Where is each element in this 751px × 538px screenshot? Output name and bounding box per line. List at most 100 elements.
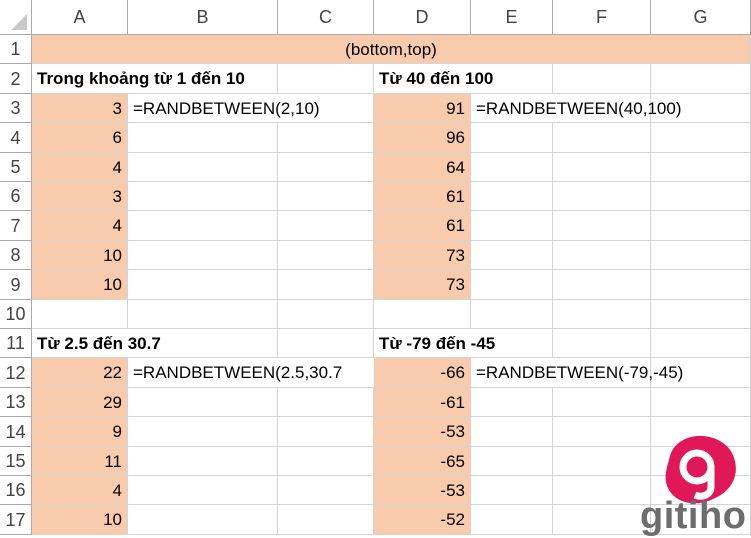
row-header-3[interactable]: 3 bbox=[0, 94, 32, 123]
cell-C3[interactable] bbox=[278, 94, 374, 123]
cell-C6[interactable] bbox=[278, 182, 374, 211]
cell-F10[interactable] bbox=[553, 300, 651, 329]
cell-D13[interactable]: -61 bbox=[374, 388, 471, 417]
cell-F4[interactable] bbox=[553, 123, 651, 153]
column-header-G[interactable]: G bbox=[651, 0, 751, 35]
cell-C14[interactable] bbox=[278, 417, 374, 447]
cell-E9[interactable] bbox=[471, 270, 553, 300]
row-header-10[interactable]: 10 bbox=[0, 300, 32, 329]
row-header-15[interactable]: 15 bbox=[0, 447, 32, 476]
cell-A12[interactable]: 22 bbox=[32, 358, 128, 388]
cell-F16[interactable] bbox=[553, 476, 651, 505]
cell-B7[interactable] bbox=[128, 211, 278, 241]
cell-A8[interactable]: 10 bbox=[32, 241, 128, 270]
row-header-11[interactable]: 11 bbox=[0, 329, 32, 358]
row-header-6[interactable]: 6 bbox=[0, 182, 32, 211]
cell-G11[interactable] bbox=[651, 329, 751, 358]
cell-D5[interactable]: 64 bbox=[374, 153, 471, 182]
cell-C11[interactable] bbox=[278, 329, 374, 358]
cell-C15[interactable] bbox=[278, 447, 374, 476]
cell-E11[interactable] bbox=[471, 329, 553, 358]
cell-C17[interactable] bbox=[278, 505, 374, 535]
cell-C4[interactable] bbox=[278, 123, 374, 153]
cell-E15[interactable] bbox=[471, 447, 553, 476]
cell-F13[interactable] bbox=[553, 388, 651, 417]
cell-E7[interactable] bbox=[471, 211, 553, 241]
column-header-C[interactable]: C bbox=[278, 0, 374, 35]
cell-B6[interactable] bbox=[128, 182, 278, 211]
row-header-7[interactable]: 7 bbox=[0, 211, 32, 241]
column-header-B[interactable]: B bbox=[128, 0, 278, 35]
column-header-E[interactable]: E bbox=[471, 0, 553, 35]
cell-F12[interactable] bbox=[553, 358, 651, 388]
cell-F9[interactable] bbox=[553, 270, 651, 300]
cell-C7[interactable] bbox=[278, 211, 374, 241]
cell-C10[interactable] bbox=[278, 300, 374, 329]
row-header-12[interactable]: 12 bbox=[0, 358, 32, 388]
cell-F11[interactable] bbox=[553, 329, 651, 358]
cell-B17[interactable] bbox=[128, 505, 278, 535]
cell-D9[interactable]: 73 bbox=[374, 270, 471, 300]
cell-A10[interactable] bbox=[32, 300, 128, 329]
cell-B14[interactable] bbox=[128, 417, 278, 447]
cell-C13[interactable] bbox=[278, 388, 374, 417]
row-header-17[interactable]: 17 bbox=[0, 505, 32, 535]
cell-A14[interactable]: 9 bbox=[32, 417, 128, 447]
cell-A17[interactable]: 10 bbox=[32, 505, 128, 535]
cell-B15[interactable] bbox=[128, 447, 278, 476]
cell-F6[interactable] bbox=[553, 182, 651, 211]
cell-G2[interactable] bbox=[651, 64, 751, 94]
row-header-2[interactable]: 2 bbox=[0, 64, 32, 94]
cell-A3[interactable]: 3 bbox=[32, 94, 128, 123]
cell-E4[interactable] bbox=[471, 123, 553, 153]
cell-A9[interactable]: 10 bbox=[32, 270, 128, 300]
cell-B5[interactable] bbox=[128, 153, 278, 182]
cell-B3[interactable]: =RANDBETWEEN(2,10) bbox=[128, 94, 320, 123]
row-header-13[interactable]: 13 bbox=[0, 388, 32, 417]
cell-F2[interactable] bbox=[553, 64, 651, 94]
cell-B12[interactable]: =RANDBETWEEN(2.5,30.7 bbox=[128, 358, 374, 388]
cell-B10[interactable] bbox=[128, 300, 278, 329]
cell-B9[interactable] bbox=[128, 270, 278, 300]
row-header-8[interactable]: 8 bbox=[0, 241, 32, 270]
cell-A2[interactable]: Trong khoảng từ 1 đến 10 bbox=[32, 64, 245, 94]
cell-G10[interactable] bbox=[651, 300, 751, 329]
cell-B16[interactable] bbox=[128, 476, 278, 505]
cell-D16[interactable]: -53 bbox=[374, 476, 471, 505]
cell-G9[interactable] bbox=[651, 270, 751, 300]
cell-E3[interactable]: =RANDBETWEEN(40,100) bbox=[471, 94, 681, 123]
cell-F15[interactable] bbox=[553, 447, 651, 476]
cell-F5[interactable] bbox=[553, 153, 651, 182]
cell-E6[interactable] bbox=[471, 182, 553, 211]
cell-A15[interactable]: 11 bbox=[32, 447, 128, 476]
cell-D14[interactable]: -53 bbox=[374, 417, 471, 447]
cell-D2[interactable]: Từ 40 đến 100 bbox=[374, 64, 493, 94]
cell-G8[interactable] bbox=[651, 241, 751, 270]
column-header-A[interactable]: A bbox=[32, 0, 128, 35]
cell-C9[interactable] bbox=[278, 270, 374, 300]
cell-F7[interactable] bbox=[553, 211, 651, 241]
cell-B13[interactable] bbox=[128, 388, 278, 417]
row-header-16[interactable]: 16 bbox=[0, 476, 32, 505]
cell-A11[interactable]: Từ 2.5 đến 30.7 bbox=[32, 329, 161, 358]
cell-F14[interactable] bbox=[553, 417, 651, 447]
cell-C8[interactable] bbox=[278, 241, 374, 270]
cell-E17[interactable] bbox=[471, 505, 553, 535]
cell-G7[interactable] bbox=[651, 211, 751, 241]
title-cell[interactable]: (bottom,top) bbox=[32, 35, 751, 64]
cell-G13[interactable] bbox=[651, 388, 751, 417]
row-header-1[interactable]: 1 bbox=[0, 35, 32, 64]
cell-F8[interactable] bbox=[553, 241, 651, 270]
cell-B8[interactable] bbox=[128, 241, 278, 270]
select-all-button[interactable] bbox=[0, 0, 32, 35]
cell-A6[interactable]: 3 bbox=[32, 182, 128, 211]
cell-B4[interactable] bbox=[128, 123, 278, 153]
cell-E16[interactable] bbox=[471, 476, 553, 505]
column-header-F[interactable]: F bbox=[553, 0, 651, 35]
cell-B11[interactable] bbox=[128, 329, 278, 358]
cell-A13[interactable]: 29 bbox=[32, 388, 128, 417]
cell-D11[interactable]: Từ -79 đến -45 bbox=[374, 329, 495, 358]
cell-D10[interactable] bbox=[374, 300, 471, 329]
cell-D12[interactable]: -66 bbox=[374, 358, 471, 388]
row-header-5[interactable]: 5 bbox=[0, 153, 32, 182]
